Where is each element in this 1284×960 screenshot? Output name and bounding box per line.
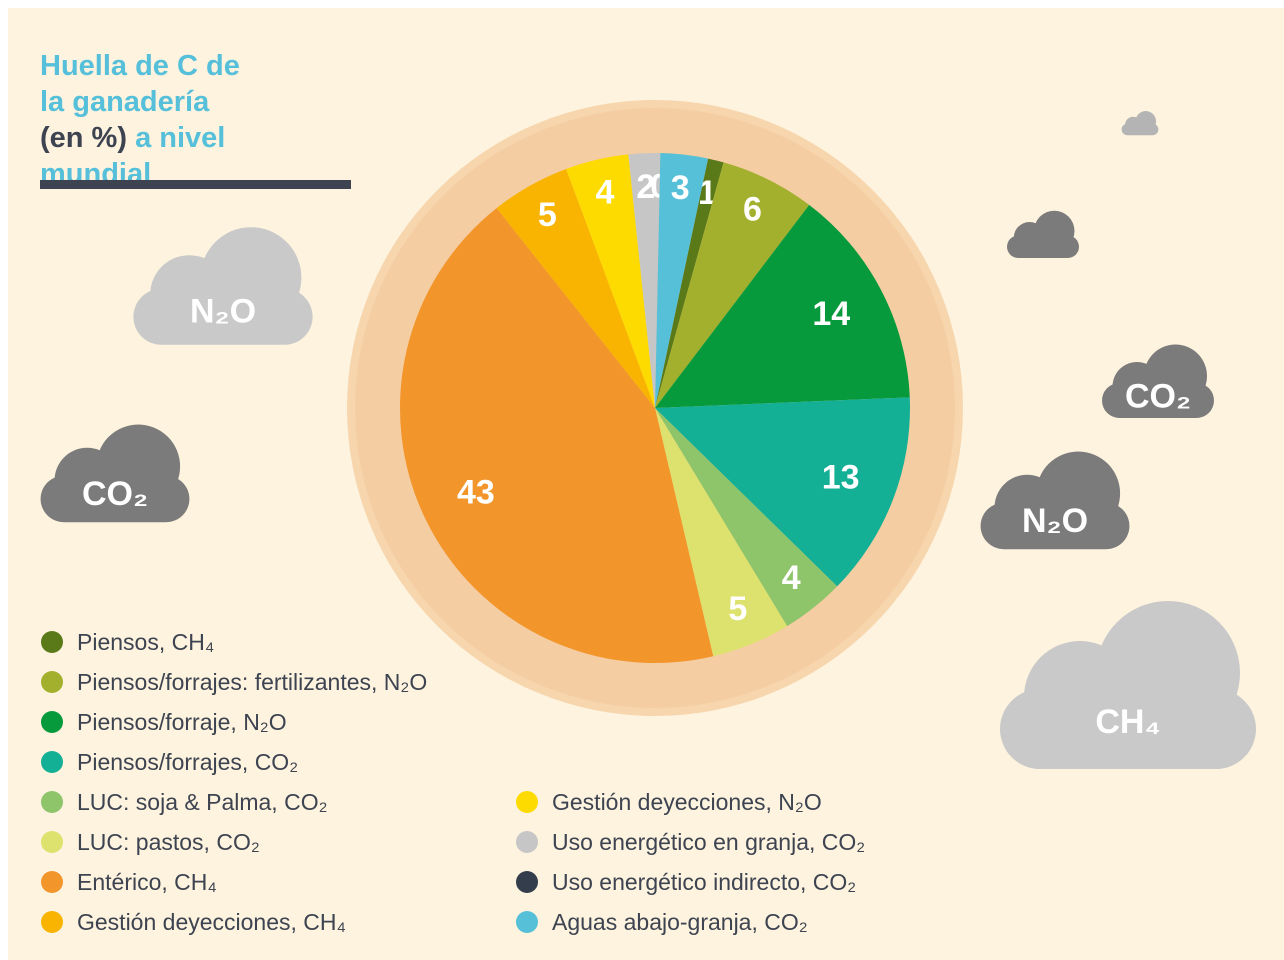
title-block: Huella de C de la ganadería (en %) a niv… [40,48,270,192]
legend-label: LUC: pastos, CO₂ [77,829,260,855]
legend-swatch [516,791,538,813]
legend-swatch [516,871,538,893]
cloud-label: CH₄ [1095,703,1160,741]
legend-swatch [41,831,63,853]
slice-label: 5 [538,196,557,234]
legend-swatch [41,751,63,773]
legend-label: Aguas abajo-granja, CO₂ [552,909,808,935]
cloud [1007,211,1079,258]
cloud: N₂O [133,227,312,345]
slice-label: 13 [822,458,860,496]
legend-label: Piensos/forrajes, CO₂ [77,749,298,775]
legend-label: Uso energético indirecto, CO₂ [552,869,856,895]
unit: (en %) [40,122,127,154]
cloud: CO₂ [1102,345,1214,419]
legend-swatch [516,911,538,933]
legend-label: Piensos/forrajes: fertilizantes, N₂O [77,669,427,695]
cloud: CH₄ [1000,601,1256,769]
slice-label: 4 [595,173,614,211]
legend-swatch [41,911,63,933]
slice-label: 14 [812,295,850,333]
legend-label: Piensos, CH₄ [77,629,214,655]
legend-label: Entérico, CH₄ [77,869,217,895]
cloud-puff [1034,211,1075,252]
legend-swatch [41,871,63,893]
cloud-puff [1135,111,1156,132]
legend-label: Gestión deyecciones, N₂O [552,789,822,815]
legend-swatch [41,631,63,653]
legend-swatch [41,711,63,733]
legend-label: Piensos/forraje, N₂O [77,709,287,735]
slice-label: 43 [457,474,495,512]
cloud: N₂O [981,452,1130,550]
page: N₂OCO₂CO₂N₂OCH₄161413454354203Piensos, C… [0,0,1284,960]
cloud [1122,111,1159,135]
cloud-label: CO₂ [82,475,148,513]
title-rule [40,180,351,189]
slice-label: 3 [671,169,690,207]
legend-swatch [41,671,63,693]
legend-label: Uso energético en granja, CO₂ [552,829,865,855]
slice-label: 4 [782,559,801,597]
legend-label: Gestión deyecciones, CH₄ [77,909,346,935]
legend-swatch [41,791,63,813]
cloud-label: CO₂ [1125,377,1191,415]
cloud: CO₂ [41,425,190,523]
slice-label: 5 [728,590,747,628]
chart-title: Huella de C de la ganadería [40,50,240,118]
legend-label: LUC: soja & Palma, CO₂ [77,789,328,815]
cloud-label: N₂O [190,292,256,330]
slice-label: 6 [743,191,762,229]
cloud-label: N₂O [1022,502,1088,540]
legend-swatch [516,831,538,853]
